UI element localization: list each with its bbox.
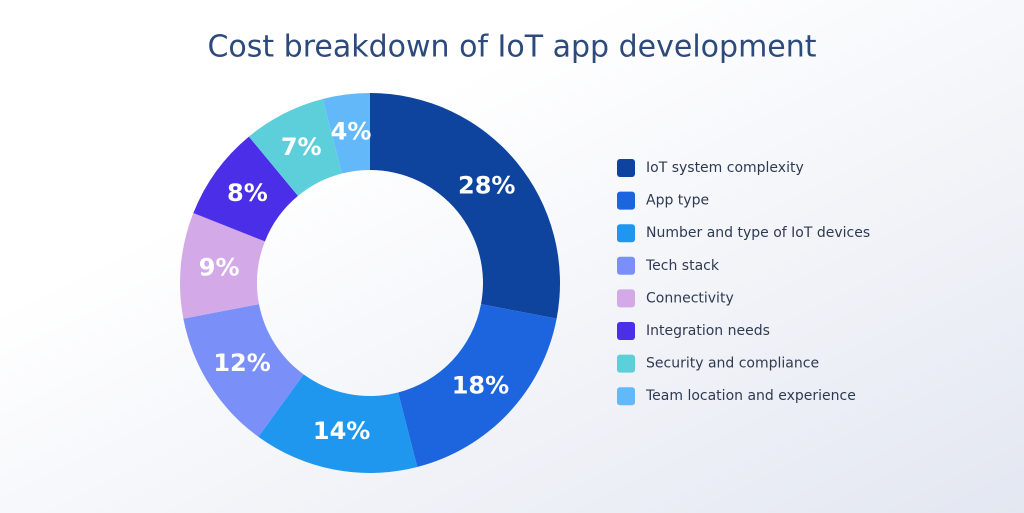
- legend-swatch: [617, 191, 635, 210]
- legend-label: IoT system complexity: [646, 160, 804, 176]
- data-label: 7%: [281, 133, 322, 161]
- legend-swatch: [617, 256, 635, 275]
- legend-swatch: [617, 322, 635, 340]
- data-label: 14%: [313, 417, 370, 445]
- data-label: 18%: [452, 372, 509, 400]
- legend-swatch: [617, 159, 635, 177]
- legend-label: Integration needs: [646, 323, 770, 339]
- legend-label: Security and compliance: [646, 356, 819, 372]
- legend-swatch: [617, 387, 635, 406]
- data-label: 12%: [213, 349, 270, 377]
- chart-title: Cost breakdown of IoT app development: [207, 30, 816, 65]
- legend-label: Connectivity: [646, 290, 734, 306]
- data-label: 8%: [227, 179, 268, 207]
- donut-segment: [183, 304, 304, 437]
- legend-label: App type: [646, 193, 709, 209]
- legend-label: Tech stack: [645, 258, 720, 274]
- legend-label: Number and type of IoT devices: [646, 225, 870, 241]
- data-label: 4%: [331, 118, 372, 146]
- legend-label: Team location and experience: [645, 388, 856, 404]
- donut-segment: [370, 93, 561, 319]
- data-label: 9%: [199, 254, 240, 282]
- donut-segment: [398, 304, 557, 468]
- legend-swatch: [617, 224, 635, 243]
- donut-segment: [193, 136, 298, 242]
- data-label: 28%: [458, 171, 515, 199]
- legend-swatch: [617, 289, 635, 308]
- donut-segment: [322, 93, 370, 174]
- donut-segment: [180, 213, 265, 319]
- donut-segment: [248, 98, 342, 196]
- donut-segment: [258, 374, 418, 473]
- legend-swatch: [617, 354, 635, 373]
